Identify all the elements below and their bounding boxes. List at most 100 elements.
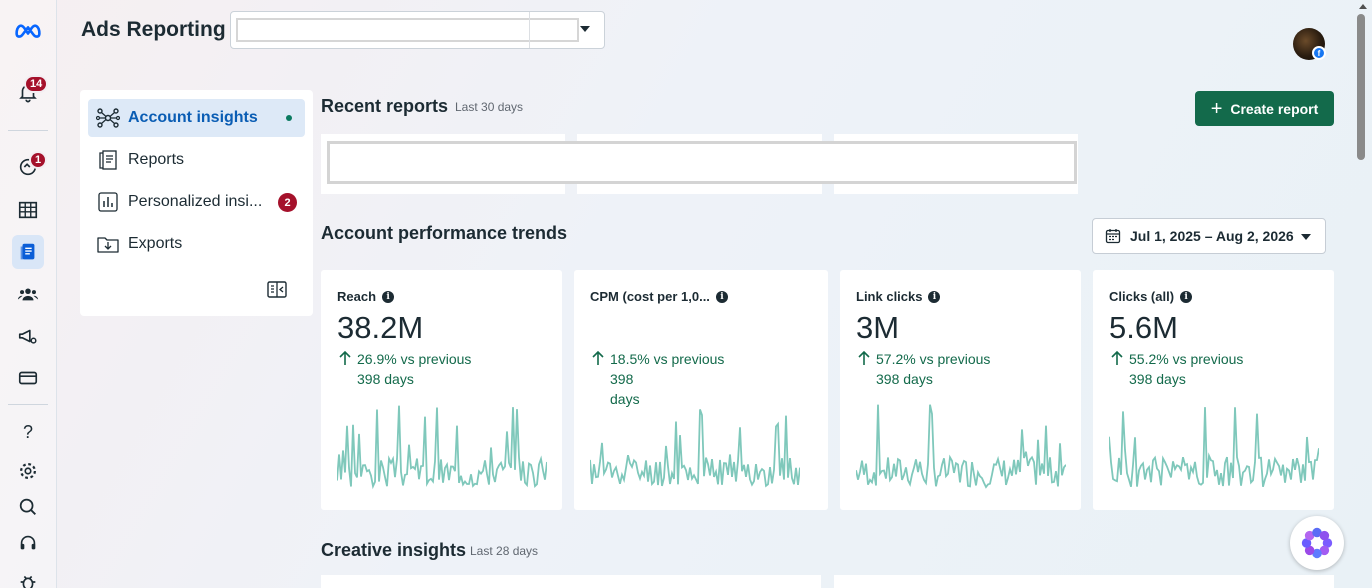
creative-card[interactable] <box>321 575 821 588</box>
audience-icon[interactable] <box>12 278 44 310</box>
sparkline-path <box>856 404 1066 489</box>
metric-value: 5.6M <box>1109 310 1178 345</box>
metric-delta-line1: 55.2% vs previous <box>1129 351 1244 367</box>
network-icon <box>96 106 120 130</box>
date-range-label: Jul 1, 2025 – Aug 2, 2026 <box>1130 228 1294 244</box>
chevron-down-icon[interactable] <box>580 26 590 32</box>
recent-reports-title: Recent reports <box>321 96 449 116</box>
personalized-insights-badge: 2 <box>278 193 297 212</box>
meta-logo-icon[interactable] <box>12 14 44 46</box>
headset-icon[interactable] <box>12 527 44 559</box>
collapse-sidebar-icon[interactable] <box>267 281 287 298</box>
info-icon[interactable]: i <box>928 290 941 303</box>
sidebar-item-reports[interactable]: Reports <box>88 141 305 179</box>
metric-delta-line2: 398 days <box>357 371 414 387</box>
flower-petal <box>1304 530 1315 541</box>
ads-reporting-icon[interactable] <box>12 235 44 269</box>
report-icon <box>96 148 120 172</box>
flower-petal <box>1301 538 1312 548</box>
scroll-up-arrow[interactable] <box>1359 4 1367 9</box>
metric-delta: 57.2% vs previous 398 days <box>856 349 1016 389</box>
metric-title-label: Clicks (all) <box>1109 289 1175 304</box>
rail-divider <box>8 404 48 405</box>
ai-assistant-button[interactable] <box>1290 516 1344 570</box>
creative-insights-subtitle: Last 28 days <box>470 544 539 558</box>
arrow-up-icon <box>339 350 351 365</box>
creative-card[interactable] <box>834 575 1334 588</box>
account-selector[interactable] <box>230 11 605 49</box>
sidebar-item-label: Account insights <box>128 109 258 126</box>
chevron-down-icon <box>1301 234 1311 240</box>
table-icon[interactable] <box>12 194 44 226</box>
download-folder-icon <box>96 232 120 256</box>
gear-icon[interactable] <box>12 455 44 487</box>
sparkline-chart <box>1109 407 1319 488</box>
sidebar-item-exports[interactable]: Exports <box>88 225 305 263</box>
recent-reports-placeholder <box>327 141 1077 184</box>
account-selector-divider <box>529 12 530 48</box>
sidebar-nav: Account insights Reports Personalized in… <box>80 90 313 316</box>
bug-icon[interactable] <box>12 566 44 588</box>
bar-chart-icon <box>96 190 120 214</box>
info-icon[interactable]: i <box>382 290 395 303</box>
left-rail: 14 1 ? <box>0 0 57 588</box>
metric-delta: 18.5% vs previous 398 days <box>590 349 750 409</box>
date-range-picker[interactable]: Jul 1, 2025 – Aug 2, 2026 <box>1092 218 1326 254</box>
create-report-label: Create report <box>1230 100 1319 117</box>
account-selector-input[interactable] <box>236 18 579 42</box>
metric-delta-line2: days <box>610 391 640 407</box>
metric-delta-line1: 57.2% vs previous <box>876 351 991 367</box>
metric-title: Clicks (all) i <box>1109 289 1193 304</box>
sidebar-item-account-insights[interactable]: Account insights <box>88 99 305 137</box>
metric-title-label: CPM (cost per 1,0... <box>590 289 710 304</box>
sparkline-path <box>590 409 800 488</box>
metric-title: Link clicks i <box>856 289 941 304</box>
flower-petal <box>1319 545 1330 556</box>
metric-card-4[interactable]: Clicks (all) i 5.6M 55.2% vs previous 398 da… <box>1093 270 1334 510</box>
metric-title-label: Link clicks <box>856 289 923 304</box>
arrow-up-icon <box>858 350 870 365</box>
sparkline-path <box>337 405 547 490</box>
sparkline-chart <box>337 405 547 490</box>
creative-insights-title: Creative insights <box>321 540 467 560</box>
metric-delta-line2: 398 days <box>1129 371 1186 387</box>
metric-delta: 55.2% vs previous 398 days <box>1109 349 1269 389</box>
info-icon[interactable]: i <box>715 290 728 303</box>
metric-delta-line1: 18.5% vs previous 398 <box>610 351 725 387</box>
metric-value: 38.2M <box>337 310 424 345</box>
create-report-button[interactable]: + Create report <box>1195 91 1334 126</box>
metric-title: Reach i <box>337 289 395 304</box>
metric-delta: 26.9% vs previous 398 days <box>337 349 497 389</box>
metric-card-2[interactable]: CPM (cost per 1,0... i 18.5% vs previous 3… <box>574 270 828 510</box>
flower-petal <box>1322 538 1333 548</box>
metric-card-1[interactable]: Reach i 38.2M 26.9% vs previous 398 days <box>321 270 562 510</box>
flower-petal <box>1312 548 1322 559</box>
sidebar-item-label: Personalized insi... <box>128 193 263 210</box>
scrollbar-thumb[interactable] <box>1357 14 1365 160</box>
metric-title-label: Reach <box>337 289 377 304</box>
active-dot <box>286 115 292 121</box>
recent-reports-subtitle: Last 30 days <box>455 100 524 114</box>
notifications-badge: 14 <box>24 75 49 93</box>
plus-icon: + <box>1210 97 1223 120</box>
sparkline-chart <box>590 409 800 488</box>
page-title: Ads Reporting <box>81 18 226 41</box>
search-icon[interactable] <box>12 491 44 523</box>
assistant-flower-icon <box>1301 527 1333 559</box>
campaign-settings-icon[interactable] <box>12 320 44 352</box>
billing-card-icon[interactable] <box>12 362 44 394</box>
sidebar-item-personalized-insights[interactable]: Personalized insi... 2 <box>88 183 305 221</box>
help-icon[interactable]: ? <box>22 421 33 442</box>
flower-petal <box>1304 545 1315 556</box>
sidebar-item-label: Exports <box>128 235 183 252</box>
alerts-badge: 1 <box>29 151 48 169</box>
sidebar-item-label: Reports <box>128 151 185 168</box>
info-icon[interactable]: i <box>1180 290 1193 303</box>
calendar-icon <box>1105 229 1121 244</box>
metric-delta-line1: 26.9% vs previous <box>357 351 472 367</box>
rail-divider <box>8 130 48 131</box>
metric-card-3[interactable]: Link clicks i 3M 57.2% vs previous 398 days <box>840 270 1081 510</box>
metric-value: 3M <box>856 310 900 345</box>
arrow-up-icon <box>1111 350 1123 365</box>
metric-title: CPM (cost per 1,0... i <box>590 289 728 304</box>
